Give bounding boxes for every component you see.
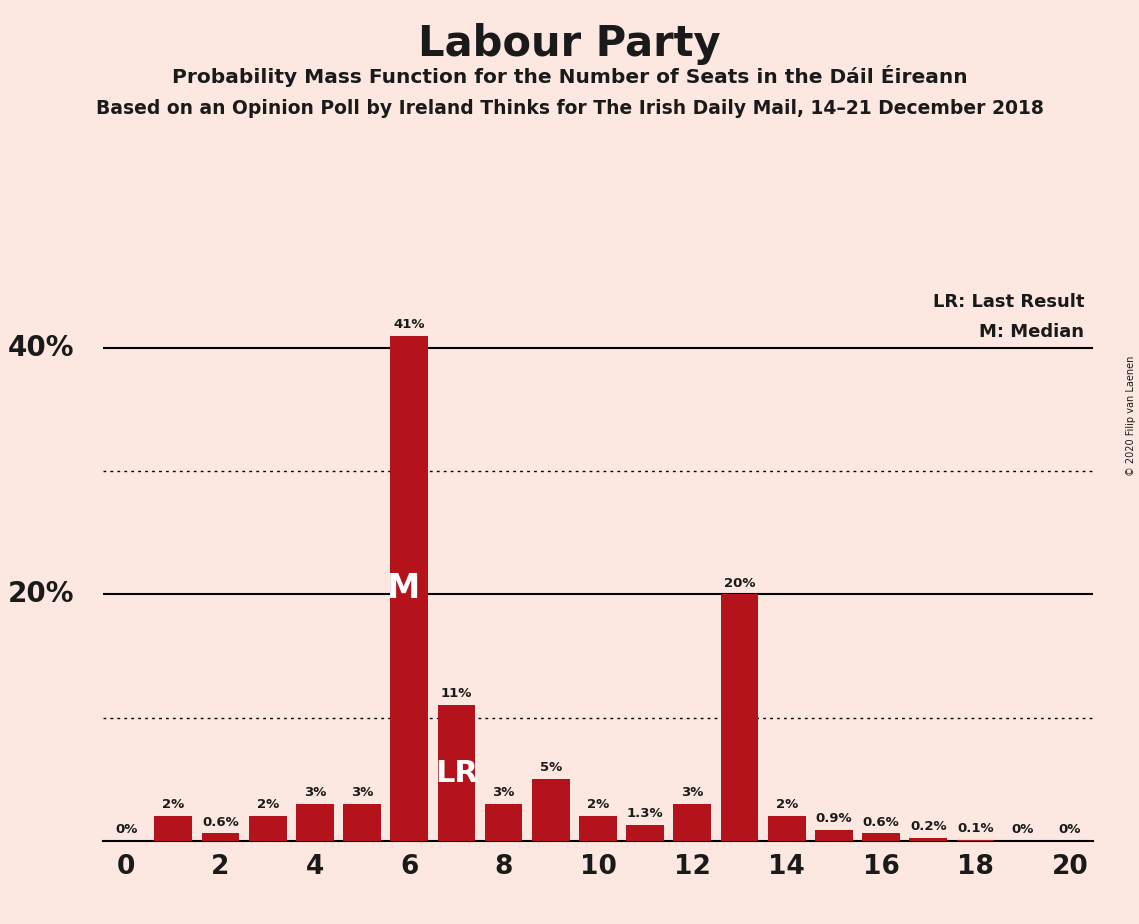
Text: 40%: 40% — [8, 334, 74, 362]
Text: 0%: 0% — [1011, 823, 1034, 836]
Bar — [816, 830, 853, 841]
Text: 0.9%: 0.9% — [816, 812, 852, 825]
Text: 0.6%: 0.6% — [202, 816, 239, 829]
Text: 41%: 41% — [393, 318, 425, 331]
Text: © 2020 Filip van Laenen: © 2020 Filip van Laenen — [1126, 356, 1136, 476]
Text: Probability Mass Function for the Number of Seats in the Dáil Éireann: Probability Mass Function for the Number… — [172, 65, 967, 87]
Bar — [202, 833, 239, 841]
Text: 3%: 3% — [351, 786, 374, 799]
Bar — [343, 804, 380, 841]
Text: 1.3%: 1.3% — [626, 807, 664, 820]
Bar — [391, 335, 428, 841]
Text: 2%: 2% — [162, 798, 185, 811]
Text: M: Median: M: Median — [980, 323, 1084, 341]
Bar — [957, 840, 994, 841]
Bar — [862, 833, 900, 841]
Text: Labour Party: Labour Party — [418, 23, 721, 65]
Text: 0%: 0% — [115, 823, 138, 836]
Bar — [437, 705, 475, 841]
Text: 3%: 3% — [492, 786, 515, 799]
Text: 20%: 20% — [723, 577, 755, 590]
Text: 2%: 2% — [256, 798, 279, 811]
Text: 3%: 3% — [304, 786, 326, 799]
Bar — [296, 804, 334, 841]
Text: LR: Last Result: LR: Last Result — [933, 293, 1084, 310]
Bar — [485, 804, 523, 841]
Text: 2%: 2% — [587, 798, 609, 811]
Bar — [768, 816, 805, 841]
Bar — [248, 816, 287, 841]
Bar — [155, 816, 192, 841]
Text: LR: LR — [435, 759, 478, 787]
Text: 11%: 11% — [441, 687, 472, 700]
Bar — [909, 838, 948, 841]
Bar — [626, 825, 664, 841]
Bar — [579, 816, 617, 841]
Text: Based on an Opinion Poll by Ireland Thinks for The Irish Daily Mail, 14–21 Decem: Based on an Opinion Poll by Ireland Thin… — [96, 99, 1043, 118]
Bar — [532, 779, 570, 841]
Bar — [721, 594, 759, 841]
Text: 0.6%: 0.6% — [862, 816, 900, 829]
Text: 2%: 2% — [776, 798, 797, 811]
Text: 5%: 5% — [540, 761, 562, 774]
Text: 3%: 3% — [681, 786, 704, 799]
Text: 0%: 0% — [1058, 823, 1081, 836]
Bar — [673, 804, 711, 841]
Text: M: M — [387, 572, 420, 605]
Text: 0.2%: 0.2% — [910, 821, 947, 833]
Text: 0.1%: 0.1% — [957, 821, 994, 834]
Text: 20%: 20% — [8, 580, 74, 608]
